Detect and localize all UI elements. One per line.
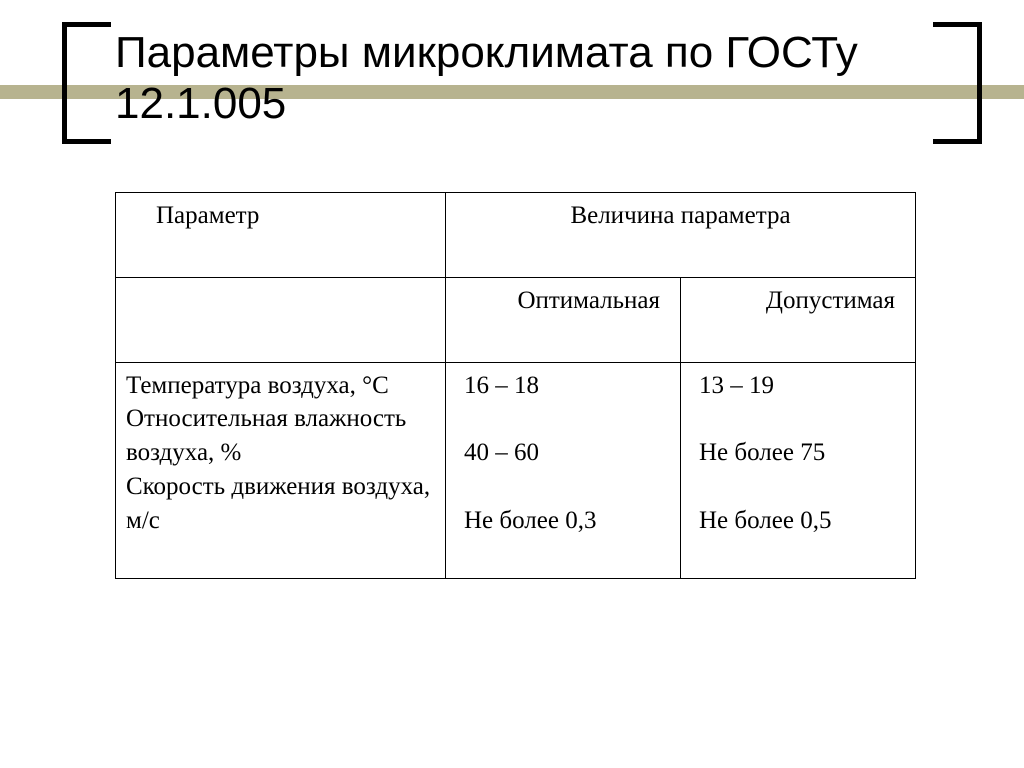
allowable-humidity: Не более 75	[699, 436, 905, 470]
allowable-air-speed: Не более 0,5	[699, 504, 905, 538]
table-data-row: Температура воздуха, °С Относительная вл…	[116, 362, 916, 578]
header-parameter: Параметр	[116, 193, 446, 278]
table-header-row-1: Параметр Величина параметра	[116, 193, 916, 278]
cell-optimal: 16 – 18 40 – 60 Не более 0,3	[446, 362, 681, 578]
cell-allowable: 13 – 19 Не более 75 Не более 0,5	[681, 362, 916, 578]
param-air-speed: Скорость движения воздуха, м/с	[126, 470, 435, 538]
table-header-row-2: Оптимальная Допустимая	[116, 277, 916, 362]
microclimate-table: Параметр Величина параметра Оптимальная …	[115, 192, 916, 579]
header-allowable: Допустимая	[681, 277, 916, 362]
param-temperature: Температура воздуха, °С	[126, 369, 435, 403]
parameters-table: Параметр Величина параметра Оптимальная …	[115, 192, 915, 579]
cell-parameters: Температура воздуха, °С Относительная вл…	[116, 362, 446, 578]
header-parameter-empty	[116, 277, 446, 362]
optimal-air-speed: Не более 0,3	[464, 504, 670, 538]
title-bracket-left	[62, 22, 106, 144]
allowable-temperature: 13 – 19	[699, 369, 905, 403]
optimal-temperature: 16 – 18	[464, 369, 670, 403]
param-humidity: Относительная влажность воздуха, %	[126, 402, 435, 470]
header-optimal: Оптимальная	[446, 277, 681, 362]
optimal-humidity: 40 – 60	[464, 436, 670, 470]
header-value-span: Величина параметра	[446, 193, 916, 278]
slide-title: Параметры микроклимата по ГОСТу 12.1.005	[115, 28, 1024, 129]
